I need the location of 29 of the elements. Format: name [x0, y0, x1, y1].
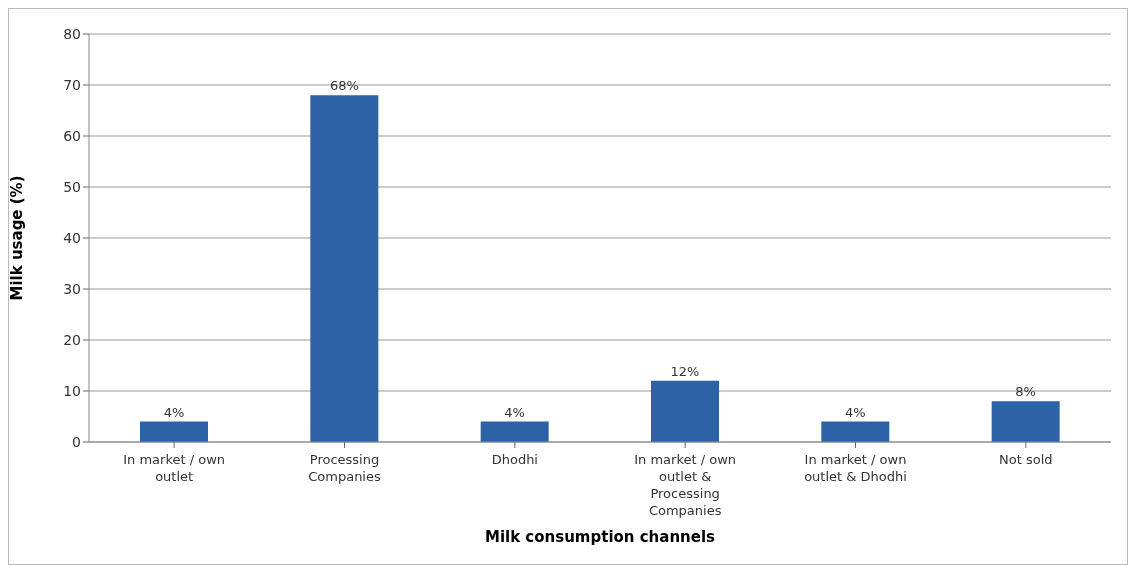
- data-label: 4%: [504, 404, 525, 420]
- bar: [480, 421, 549, 442]
- bar: [651, 380, 719, 442]
- y-tick-label: 0: [72, 433, 81, 450]
- y-tick-label: 10: [63, 382, 81, 399]
- y-tick-label: 70: [63, 76, 81, 93]
- y-axis-title: Milk usage (%): [8, 175, 27, 301]
- x-axis-title: Milk consumption channels: [484, 528, 716, 546]
- data-label: 4%: [163, 404, 185, 420]
- y-tick-label: 80: [63, 25, 81, 42]
- bar: [991, 401, 1060, 442]
- x-tick-label: In market / own outlet & Dhodhi: [804, 452, 907, 484]
- x-tick-label: Dhodhi: [491, 452, 538, 467]
- x-tick-label: Processing Companies: [308, 452, 381, 484]
- data-label: 12%: [670, 363, 700, 379]
- bar: [310, 95, 379, 442]
- data-label: 68%: [329, 78, 359, 94]
- bar: [821, 421, 890, 442]
- y-tick-label: 20: [63, 331, 81, 348]
- x-tick-label: In market / own outlet & Processing Companies: [634, 452, 737, 518]
- y-tick-label: 30: [63, 280, 81, 297]
- x-tick-label: Not sold: [999, 452, 1053, 467]
- y-tick-label: 40: [63, 229, 81, 246]
- data-label: 8%: [1015, 384, 1036, 400]
- y-tick-label: 50: [63, 178, 81, 195]
- x-tick-label: In market / own outlet: [123, 452, 226, 484]
- bar: [140, 421, 208, 442]
- data-label: 4%: [845, 404, 866, 420]
- y-tick-label: 60: [63, 127, 81, 144]
